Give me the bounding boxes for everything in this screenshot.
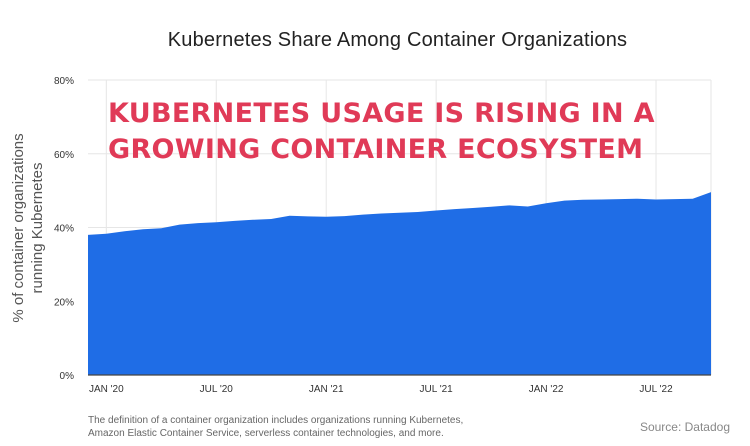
x-tick-label: JUL '20: [200, 384, 234, 395]
chart-area-series: [88, 192, 711, 375]
area-series-kubernetes-share: [88, 192, 711, 375]
x-tick-label: JAN '21: [309, 384, 344, 395]
chart-title: Kubernetes Share Among Container Organiz…: [167, 29, 628, 51]
y-tick-label: 60%: [54, 150, 74, 161]
footnote: The definition of a container organizati…: [88, 414, 568, 440]
footnote-line-2: Amazon Elastic Container Service, server…: [88, 428, 444, 439]
footnote-line-1: The definition of a container organizati…: [88, 415, 464, 426]
y-tick-label: 20%: [54, 297, 74, 308]
y-tick-labels: 0% 20% 40% 60% 80%: [54, 76, 74, 382]
x-tick-label: JAN '20: [89, 384, 124, 395]
headline-line-2: GROWING CONTAINER ECOSYSTEM: [108, 134, 644, 165]
source-credit: Source: Datadog: [639, 420, 730, 434]
x-tick-label: JUL '21: [420, 384, 454, 395]
headline-line-1: KUBERNETES USAGE IS RISING IN A: [108, 98, 655, 129]
headline-annotation: KUBERNETES USAGE IS RISING IN A GROWING …: [108, 96, 708, 168]
x-tick-label: JAN '22: [529, 384, 564, 395]
y-tick-label: 40%: [54, 224, 74, 235]
x-tick-label: JUL '22: [639, 384, 673, 395]
y-tick-label: 80%: [54, 76, 74, 87]
x-tick-labels: JAN '20 JUL '20 JAN '21 JUL '21 JAN '22 JUL '…: [89, 384, 673, 395]
y-tick-label: 0%: [60, 371, 75, 382]
